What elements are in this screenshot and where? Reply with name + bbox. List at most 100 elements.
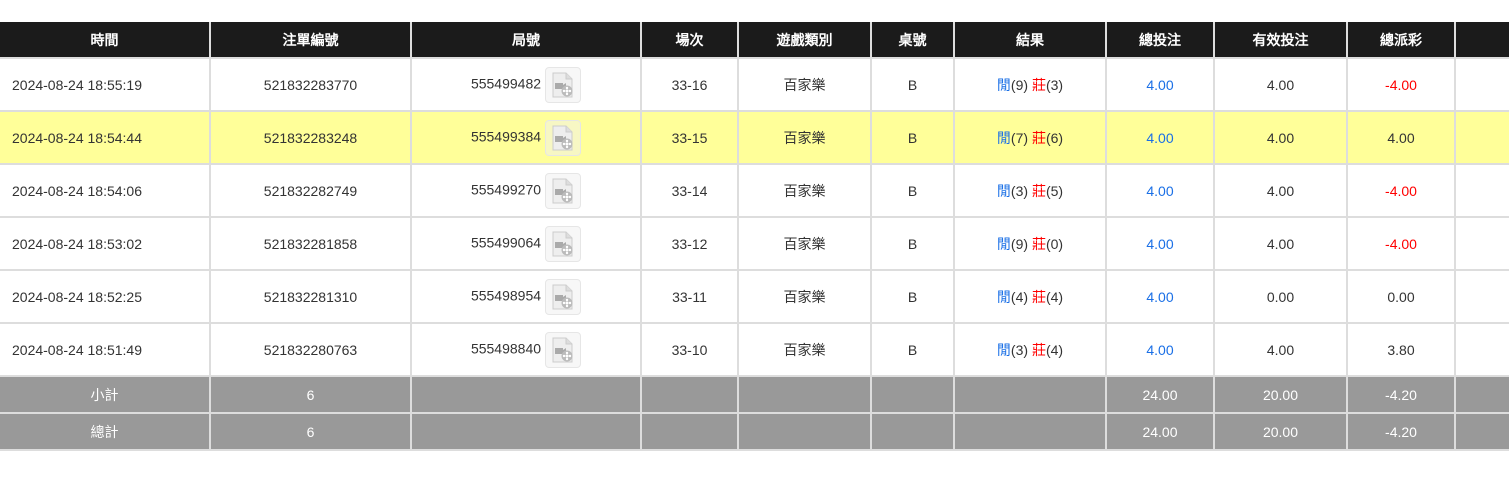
player-label: 閒 [996, 288, 1011, 305]
result: 閒(3) 莊(5) [953, 163, 1107, 218]
column-header: 桌號 [870, 22, 955, 58]
table-no: B [870, 163, 955, 218]
summary-valid: 20.00 [1213, 375, 1348, 414]
player-points: (3) [1010, 341, 1029, 358]
valid-bet: 4.00 [1213, 216, 1348, 271]
bet-time: 2024-08-24 18:55:19 [0, 57, 211, 112]
round-id: 555499482 [470, 75, 542, 92]
column-header: 時間 [0, 22, 211, 58]
table-row[interactable]: 2024-08-24 18:52:25 521832281310 5554989… [0, 269, 1509, 324]
bet-time: 2024-08-24 18:54:44 [0, 110, 211, 165]
bet-id: 521832283248 [209, 110, 412, 165]
summary-total: 24.00 [1105, 375, 1215, 414]
summary-valid: 20.00 [1213, 412, 1348, 451]
banker-points: (3) [1045, 76, 1064, 93]
table-row[interactable]: 2024-08-24 18:51:49 521832280763 5554988… [0, 322, 1509, 377]
valid-bet: 4.00 [1213, 163, 1348, 218]
table-row[interactable]: 2024-08-24 18:54:06 521832282749 5554992… [0, 163, 1509, 218]
column-header [1454, 22, 1509, 58]
result: 閒(3) 莊(4) [953, 322, 1107, 377]
video-replay-icon[interactable] [545, 119, 582, 156]
player-points: (9) [1010, 235, 1029, 252]
bet-time: 2024-08-24 18:52:25 [0, 269, 211, 324]
payout: -4.00 [1346, 57, 1456, 112]
valid-bet: 4.00 [1213, 322, 1348, 377]
player-label: 閒 [996, 182, 1011, 199]
total-bet: 4.00 [1105, 57, 1215, 112]
video-replay-icon[interactable] [545, 331, 582, 368]
summary-payout: -4.20 [1346, 375, 1456, 414]
column-header: 注單編號 [209, 22, 412, 58]
player-points: (9) [1010, 76, 1029, 93]
banker-label: 莊 [1031, 182, 1046, 199]
table-no: B [870, 57, 955, 112]
column-header: 結果 [953, 22, 1107, 58]
empty-cell [1454, 269, 1509, 324]
video-replay-icon[interactable] [545, 66, 582, 103]
banker-points: (4) [1045, 288, 1064, 305]
valid-bet: 4.00 [1213, 110, 1348, 165]
bet-time: 2024-08-24 18:54:06 [0, 163, 211, 218]
payout: -4.00 [1346, 216, 1456, 271]
player-label: 閒 [996, 129, 1011, 146]
valid-bet: 0.00 [1213, 269, 1348, 324]
payout: 3.80 [1346, 322, 1456, 377]
player-label: 閒 [996, 76, 1011, 93]
player-label: 閒 [996, 341, 1011, 358]
column-header: 局號 [410, 22, 642, 58]
valid-bet: 4.00 [1213, 57, 1348, 112]
banker-label: 莊 [1031, 341, 1046, 358]
empty-cell [1454, 216, 1509, 271]
shoe: 33-12 [640, 216, 739, 271]
game-type: 百家樂 [737, 110, 872, 165]
banker-points: (0) [1045, 235, 1064, 252]
empty-cell [1454, 322, 1509, 377]
payout: -4.00 [1346, 163, 1456, 218]
shoe: 33-15 [640, 110, 739, 165]
round-cell: 555499270 [410, 163, 642, 218]
player-label: 閒 [996, 235, 1011, 252]
total-bet: 4.00 [1105, 163, 1215, 218]
summary-label: 小計 [0, 375, 211, 414]
table-row[interactable]: 2024-08-24 18:53:02 521832281858 5554990… [0, 216, 1509, 271]
video-replay-icon[interactable] [545, 225, 582, 262]
player-points: (4) [1010, 288, 1029, 305]
game-type: 百家樂 [737, 322, 872, 377]
total-bet: 4.00 [1105, 216, 1215, 271]
bet-records-table: 時間 注單編號 局號 場次 遊戲類別 桌號 結果 總投注 有效投注 總派彩 2024-08-24 … [0, 22, 1509, 451]
table-row[interactable]: 2024-08-24 18:54:44 521832283248 5554993… [0, 110, 1509, 165]
bet-id: 521832280763 [209, 322, 412, 377]
video-replay-icon[interactable] [545, 172, 582, 209]
result: 閒(9) 莊(3) [953, 57, 1107, 112]
round-cell: 555498840 [410, 322, 642, 377]
game-type: 百家樂 [737, 57, 872, 112]
column-header: 場次 [640, 22, 739, 58]
table-no: B [870, 110, 955, 165]
banker-label: 莊 [1031, 235, 1046, 252]
summary-row: 總計 6 24.00 20.00 -4.20 [0, 412, 1509, 451]
summary-label: 總計 [0, 412, 211, 451]
result: 閒(9) 莊(0) [953, 216, 1107, 271]
total-bet: 4.00 [1105, 322, 1215, 377]
table-no: B [870, 322, 955, 377]
banker-points: (4) [1045, 341, 1064, 358]
game-type: 百家樂 [737, 163, 872, 218]
table-row[interactable]: 2024-08-24 18:55:19 521832283770 5554994… [0, 57, 1509, 112]
bet-time: 2024-08-24 18:53:02 [0, 216, 211, 271]
result: 閒(7) 莊(6) [953, 110, 1107, 165]
banker-points: (6) [1045, 129, 1064, 146]
round-cell: 555499064 [410, 216, 642, 271]
banker-label: 莊 [1031, 288, 1046, 305]
payout: 0.00 [1346, 269, 1456, 324]
result: 閒(4) 莊(4) [953, 269, 1107, 324]
total-bet: 4.00 [1105, 269, 1215, 324]
banker-label: 莊 [1031, 129, 1046, 146]
shoe: 33-11 [640, 269, 739, 324]
table-no: B [870, 269, 955, 324]
summary-row: 小計 6 24.00 20.00 -4.20 [0, 375, 1509, 414]
banker-points: (5) [1045, 182, 1064, 199]
round-cell: 555499384 [410, 110, 642, 165]
summary-total: 24.00 [1105, 412, 1215, 451]
round-id: 555499064 [470, 234, 542, 251]
video-replay-icon[interactable] [545, 278, 582, 315]
